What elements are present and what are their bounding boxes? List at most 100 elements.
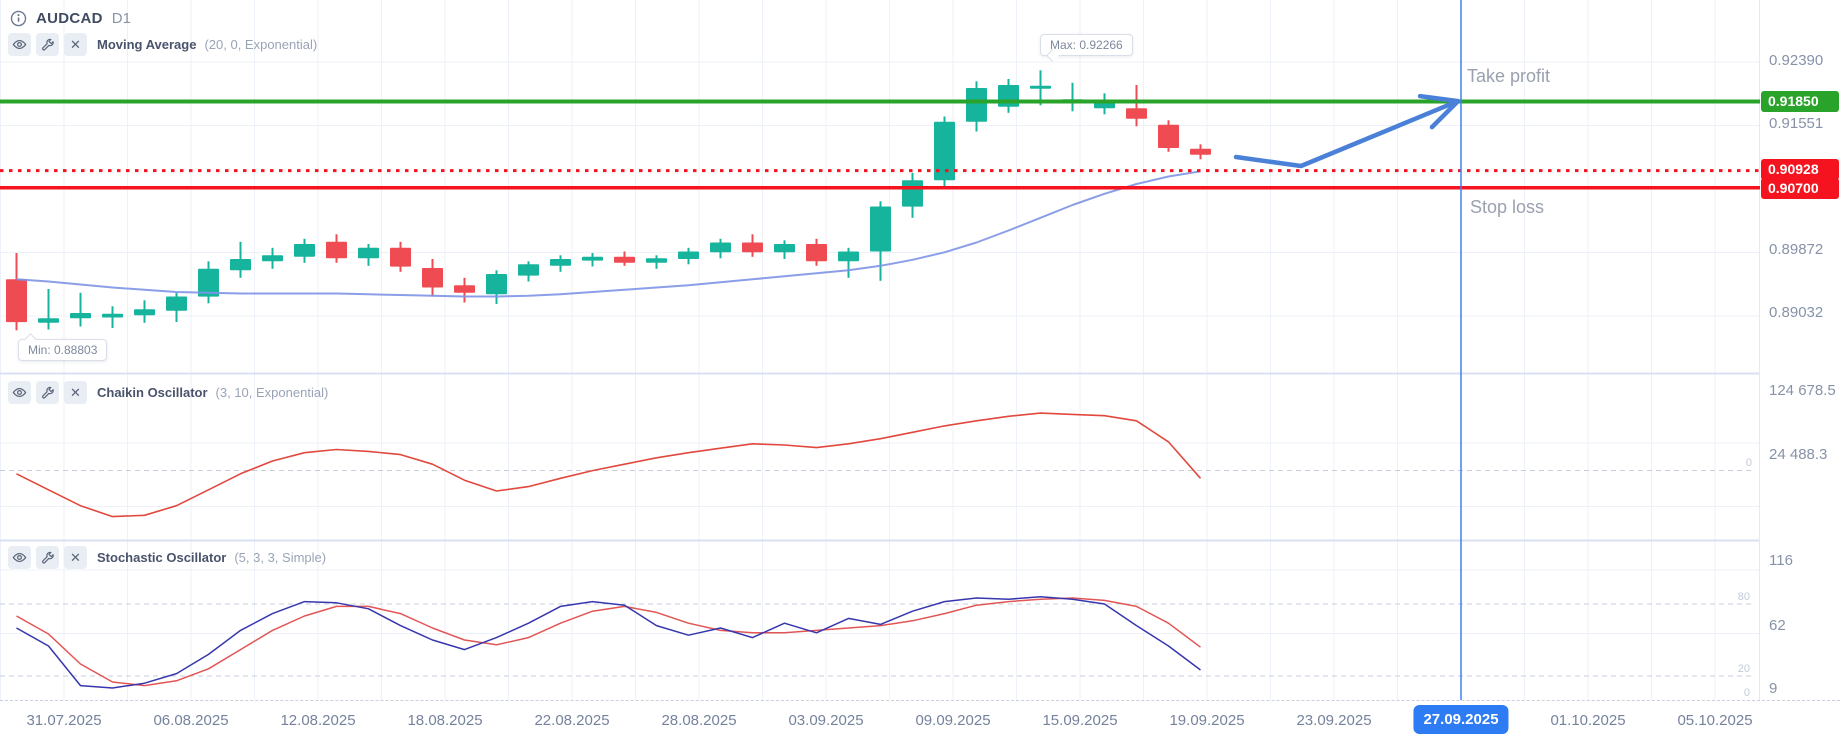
settings-wrench-icon[interactable] xyxy=(36,546,59,569)
indicator-params: (20, 0, Exponential) xyxy=(204,37,318,52)
candle-bullish xyxy=(294,244,315,257)
date-label: 09.09.2025 xyxy=(915,712,991,729)
price-axis-label: 0.89872 xyxy=(1769,240,1824,258)
date-label: 03.09.2025 xyxy=(788,712,864,729)
candle-bullish xyxy=(550,259,571,266)
candle-bullish xyxy=(198,268,219,297)
candle-bullish xyxy=(870,206,891,252)
price-axis-label: 0.89032 xyxy=(1769,303,1824,321)
date-label-highlighted: 27.09.2025 xyxy=(1413,705,1509,734)
price-axis-label: 0.91551 xyxy=(1769,114,1824,132)
info-icon[interactable] xyxy=(10,10,27,27)
symbol-header: AUDCAD D1 xyxy=(10,10,131,27)
forecast-arrow xyxy=(1233,98,1461,169)
moving-average-line xyxy=(16,170,1201,298)
stop-loss-label: Stop loss xyxy=(1470,197,1545,217)
visibility-toggle-icon[interactable] xyxy=(8,33,31,56)
candle-bearish xyxy=(326,241,347,259)
candle-bullish xyxy=(166,296,187,311)
max-price-text: Max: 0.92266 xyxy=(1050,38,1123,52)
indicator-row-chaikin: ✕ Chaikin Oscillator (3, 10, Exponential… xyxy=(8,381,328,404)
entry-price-badge[interactable]: 0.90928 xyxy=(1761,159,1839,181)
date-label: 01.10.2025 xyxy=(1550,712,1626,729)
candle-bearish xyxy=(1126,108,1147,119)
settings-wrench-icon[interactable] xyxy=(36,33,59,56)
candle-bearish xyxy=(1190,148,1211,155)
stoch-axis-label: 116 xyxy=(1769,551,1793,569)
candle-bullish xyxy=(678,251,699,259)
stop-loss-price-badge[interactable]: 0.90700 xyxy=(1761,177,1839,199)
date-label: 19.09.2025 xyxy=(1169,712,1245,729)
date-label: 28.08.2025 xyxy=(661,712,737,729)
chaikin-axis-label: 24 488.3 xyxy=(1769,445,1828,463)
candle-bullish xyxy=(1030,85,1051,89)
date-label: 15.09.2025 xyxy=(1042,712,1118,729)
candle-bullish xyxy=(486,274,507,295)
candle-bearish xyxy=(806,244,827,262)
candle-bullish xyxy=(230,259,251,271)
date-label: 18.08.2025 xyxy=(407,712,483,729)
visibility-toggle-icon[interactable] xyxy=(8,381,31,404)
candle-bearish xyxy=(614,256,635,263)
date-label: 22.08.2025 xyxy=(534,712,610,729)
chaikin-line xyxy=(16,412,1202,518)
date-label: 23.09.2025 xyxy=(1296,712,1372,729)
candle-bullish xyxy=(774,244,795,253)
candle-bullish xyxy=(70,313,91,319)
visibility-toggle-icon[interactable] xyxy=(8,546,31,569)
date-label: 12.08.2025 xyxy=(280,712,356,729)
candle-bullish xyxy=(358,247,379,259)
candle-bullish xyxy=(966,88,987,122)
close-icon[interactable]: ✕ xyxy=(64,33,87,56)
stoch-level-label: 20 xyxy=(1738,663,1750,675)
candle-bearish xyxy=(1158,124,1179,148)
min-price-tooltip: Min: 0.88803 xyxy=(18,339,108,361)
chaikin-zero-label: 0 xyxy=(1746,457,1752,469)
candle-bullish xyxy=(518,264,539,276)
stochastic-d-line xyxy=(16,597,1201,687)
candle-bullish xyxy=(262,255,283,262)
stochastic-k-line xyxy=(16,596,1201,689)
chaikin-axis-label: 124 678.5 xyxy=(1769,381,1836,399)
indicator-params: (3, 10, Exponential) xyxy=(215,385,329,400)
indicator-row-moving-average: ✕ Moving Average (20, 0, Exponential) xyxy=(8,33,317,56)
candle-bearish xyxy=(390,247,411,267)
price-axis-label: 0.92390 xyxy=(1769,52,1824,69)
indicator-row-stochastic: ✕ Stochastic Oscillator (5, 3, 3, Simple… xyxy=(8,546,326,569)
candle-bearish xyxy=(6,279,27,323)
time-axis[interactable]: 31.07.2025 06.08.2025 12.08.2025 18.08.2025… xyxy=(0,700,1840,738)
stoch-level-label: 80 xyxy=(1738,591,1750,603)
price-axis[interactable]: 0.92390 0.91551 0.89872 0.89032 0.91850 0.909… xyxy=(1760,0,1840,700)
symbol-name[interactable]: AUDCAD xyxy=(36,10,103,27)
candle-bullish xyxy=(134,309,155,316)
candle-bullish xyxy=(838,251,859,262)
max-price-tooltip: Max: 0.92266 xyxy=(1040,34,1133,56)
indicator-name: Stochastic Oscillator xyxy=(97,550,227,565)
candle-bearish xyxy=(454,285,475,293)
close-icon[interactable]: ✕ xyxy=(64,381,87,404)
indicator-name: Moving Average xyxy=(97,37,197,52)
timeframe-label[interactable]: D1 xyxy=(111,10,131,27)
candle-bullish xyxy=(582,256,603,261)
take-profit-price-badge[interactable]: 0.91850 xyxy=(1761,91,1839,112)
candle-bullish xyxy=(38,318,59,323)
candle-bullish xyxy=(934,121,955,181)
settings-wrench-icon[interactable] xyxy=(36,381,59,404)
min-price-text: Min: 0.88803 xyxy=(28,343,98,357)
close-icon[interactable]: ✕ xyxy=(64,546,87,569)
candle-bullish xyxy=(646,258,667,263)
candle-bullish xyxy=(102,313,123,318)
date-label: 06.08.2025 xyxy=(153,712,229,729)
indicator-params: (5, 3, 3, Simple) xyxy=(234,550,327,565)
candle-bullish xyxy=(710,242,731,253)
take-profit-label: Take profit xyxy=(1467,66,1551,86)
stoch-axis-label: 9 xyxy=(1769,680,1778,698)
stoch-axis-label: 62 xyxy=(1769,616,1786,634)
candle-bearish xyxy=(422,268,443,288)
date-label: 05.10.2025 xyxy=(1677,712,1753,729)
candle-bullish xyxy=(902,180,923,207)
forecast-arrowhead xyxy=(1429,98,1461,130)
candle-bearish xyxy=(742,242,763,253)
chart-plot-area[interactable]: 0 80 20 0 xyxy=(0,0,1760,700)
